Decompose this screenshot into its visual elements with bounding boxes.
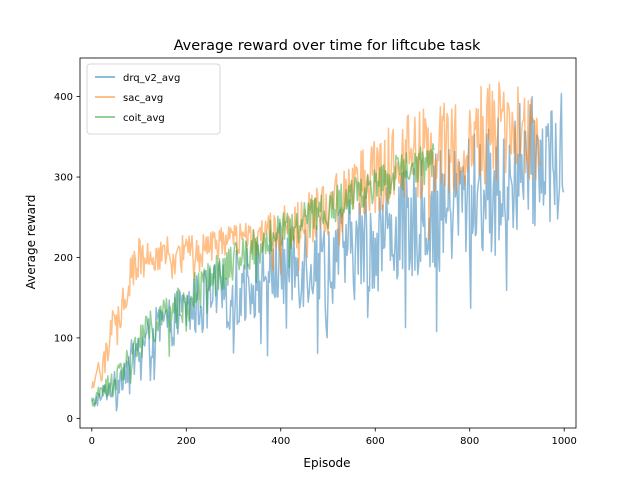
legend-label-sac_avg: sac_avg <box>123 93 163 104</box>
axes-frame <box>79 57 577 429</box>
legend-box <box>86 63 221 135</box>
legend-label-coit_avg: coit_avg <box>123 113 165 124</box>
legend: drq_v2_avg sac_avg coit_avg <box>86 63 221 135</box>
y-tick-label: 400 <box>54 92 73 103</box>
axes: 0 200 400 600 800 1000 0 100 200 300 400 <box>54 57 577 447</box>
y-tick-label: 300 <box>54 173 73 184</box>
legend-label-drq_v2_avg: drq_v2_avg <box>123 73 180 84</box>
x-tick-label: 400 <box>271 436 290 447</box>
plot-area <box>91 81 565 412</box>
series-line-coit_avg <box>91 143 435 408</box>
y-tick-label: 200 <box>54 253 73 264</box>
y-tick-label: 100 <box>54 333 73 344</box>
x-tick-label: 800 <box>460 436 479 447</box>
x-tick-label: 600 <box>366 436 385 447</box>
y-axis-label: Average reward <box>24 195 38 290</box>
x-tick-label: 200 <box>177 436 196 447</box>
x-axis-label: Episode <box>303 456 350 470</box>
x-tick-label: 1000 <box>551 436 576 447</box>
y-tick-label: 0 <box>67 414 73 425</box>
chart-title: Average reward over time for liftcube ta… <box>174 38 481 54</box>
x-tick-label: 0 <box>89 436 95 447</box>
